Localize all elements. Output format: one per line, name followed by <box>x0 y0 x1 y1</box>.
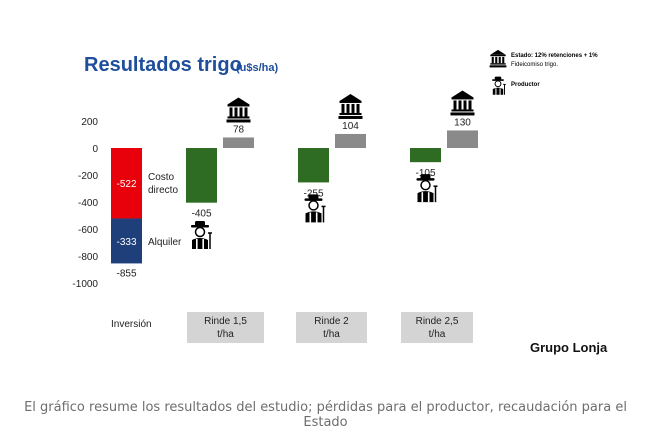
government-building-icon <box>226 97 251 123</box>
estado-bar <box>447 130 478 148</box>
inversion-segment-name: Costo <box>148 172 175 183</box>
category-box <box>187 312 264 343</box>
legend-productor-label: Productor <box>511 82 540 88</box>
productor-bar <box>186 148 217 203</box>
estado-value-label: 78 <box>233 124 245 135</box>
category-label-line2: t/ha <box>429 329 446 340</box>
legend-estado-line2: Fideicomiso trigo. <box>511 62 558 68</box>
farmer-icon <box>190 220 213 250</box>
estado-value-label: 130 <box>454 117 471 128</box>
productor-value-label: -255 <box>303 188 323 199</box>
data-labels: -522 Costo directo -333 Alquiler -855 -405 78 -2… <box>116 117 471 279</box>
inversion-segment-value: -333 <box>116 237 136 248</box>
legend-government-building-icon <box>489 49 507 68</box>
category-box <box>401 312 473 343</box>
chart-unit: (u$s/ha) <box>236 62 279 74</box>
brand-label: Grupo Lonja <box>530 340 608 355</box>
category-label-line1: Rinde 2 <box>314 316 349 327</box>
legend-estado-line1: Estado: 12% retenciones + 1% <box>511 53 598 59</box>
legend: Estado: 12% retenciones + 1% Fideicomiso… <box>489 49 598 96</box>
inversion-segment-bar <box>111 148 142 219</box>
categories: Inversión Rinde 1,5 t/ha Rinde 2 t/ha Rinde 2… <box>111 312 473 343</box>
bars <box>111 130 478 264</box>
category-label-line2: t/ha <box>323 329 340 340</box>
y-tick-label: 200 <box>81 117 98 128</box>
y-tick-label: 0 <box>92 144 98 155</box>
legend-farmer-icon <box>491 76 507 96</box>
y-tick-label: -200 <box>78 171 98 182</box>
inversion-segment-name: Alquiler <box>148 237 182 248</box>
category-label-line2: t/ha <box>217 329 234 340</box>
productor-value-label: -105 <box>415 168 435 179</box>
y-tick-label: -600 <box>78 225 98 236</box>
category-label-line1: Rinde 2,5 <box>416 316 459 327</box>
y-tick-label: -400 <box>78 198 98 209</box>
inversion-total-label: -855 <box>116 268 136 279</box>
category-label-inversion: Inversión <box>111 319 152 330</box>
inversion-segment-value: -522 <box>116 179 136 190</box>
estado-value-label: 104 <box>342 121 359 132</box>
category-box <box>296 312 367 343</box>
productor-bar <box>410 148 441 163</box>
government-building-icon <box>450 90 475 116</box>
y-tick-label: -800 <box>78 252 98 263</box>
caption: El gráfico resume los resultados del est… <box>24 400 627 430</box>
productor-bar <box>298 148 329 183</box>
government-building-icon <box>338 93 363 119</box>
y-tick-label: -1000 <box>72 279 98 290</box>
estado-bar <box>335 133 366 148</box>
inversion-segment-name: directo <box>148 185 178 196</box>
chart-title: Resultados trigo <box>84 54 242 76</box>
productor-value-label: -405 <box>191 209 211 220</box>
category-label-line1: Rinde 1,5 <box>204 316 247 327</box>
y-axis: 200 0 -200 -400 -600 -800 -1000 <box>72 117 98 290</box>
estado-bar <box>223 137 254 148</box>
inversion-segment-bar <box>111 218 142 264</box>
